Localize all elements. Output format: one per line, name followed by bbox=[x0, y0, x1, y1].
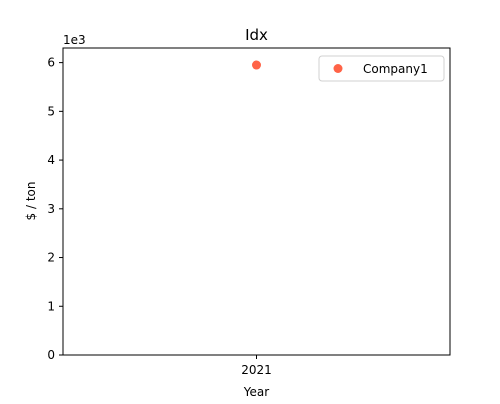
x-axis-label: Year bbox=[243, 385, 269, 399]
y-axis-offset-label: 1e3 bbox=[63, 33, 86, 47]
y-tick-label: 5 bbox=[47, 104, 55, 118]
legend-marker bbox=[333, 64, 343, 73]
x-tick-label: 2021 bbox=[241, 363, 272, 377]
y-tick-label: 1 bbox=[47, 299, 55, 313]
chart-title: Idx bbox=[245, 26, 268, 44]
y-tick-label: 4 bbox=[47, 153, 55, 167]
legend-label: Company1 bbox=[363, 62, 428, 76]
y-tick-label: 2 bbox=[47, 251, 55, 265]
y-axis-label: $ / ton bbox=[24, 182, 38, 221]
y-tick-label: 6 bbox=[47, 56, 55, 70]
data-point-company1 bbox=[252, 60, 261, 70]
plot-frame bbox=[62, 47, 451, 356]
legend: Company1 bbox=[318, 55, 445, 82]
legend-box bbox=[318, 55, 445, 82]
y-tick-label: 0 bbox=[47, 348, 55, 362]
y-tick-label: 3 bbox=[47, 202, 55, 216]
